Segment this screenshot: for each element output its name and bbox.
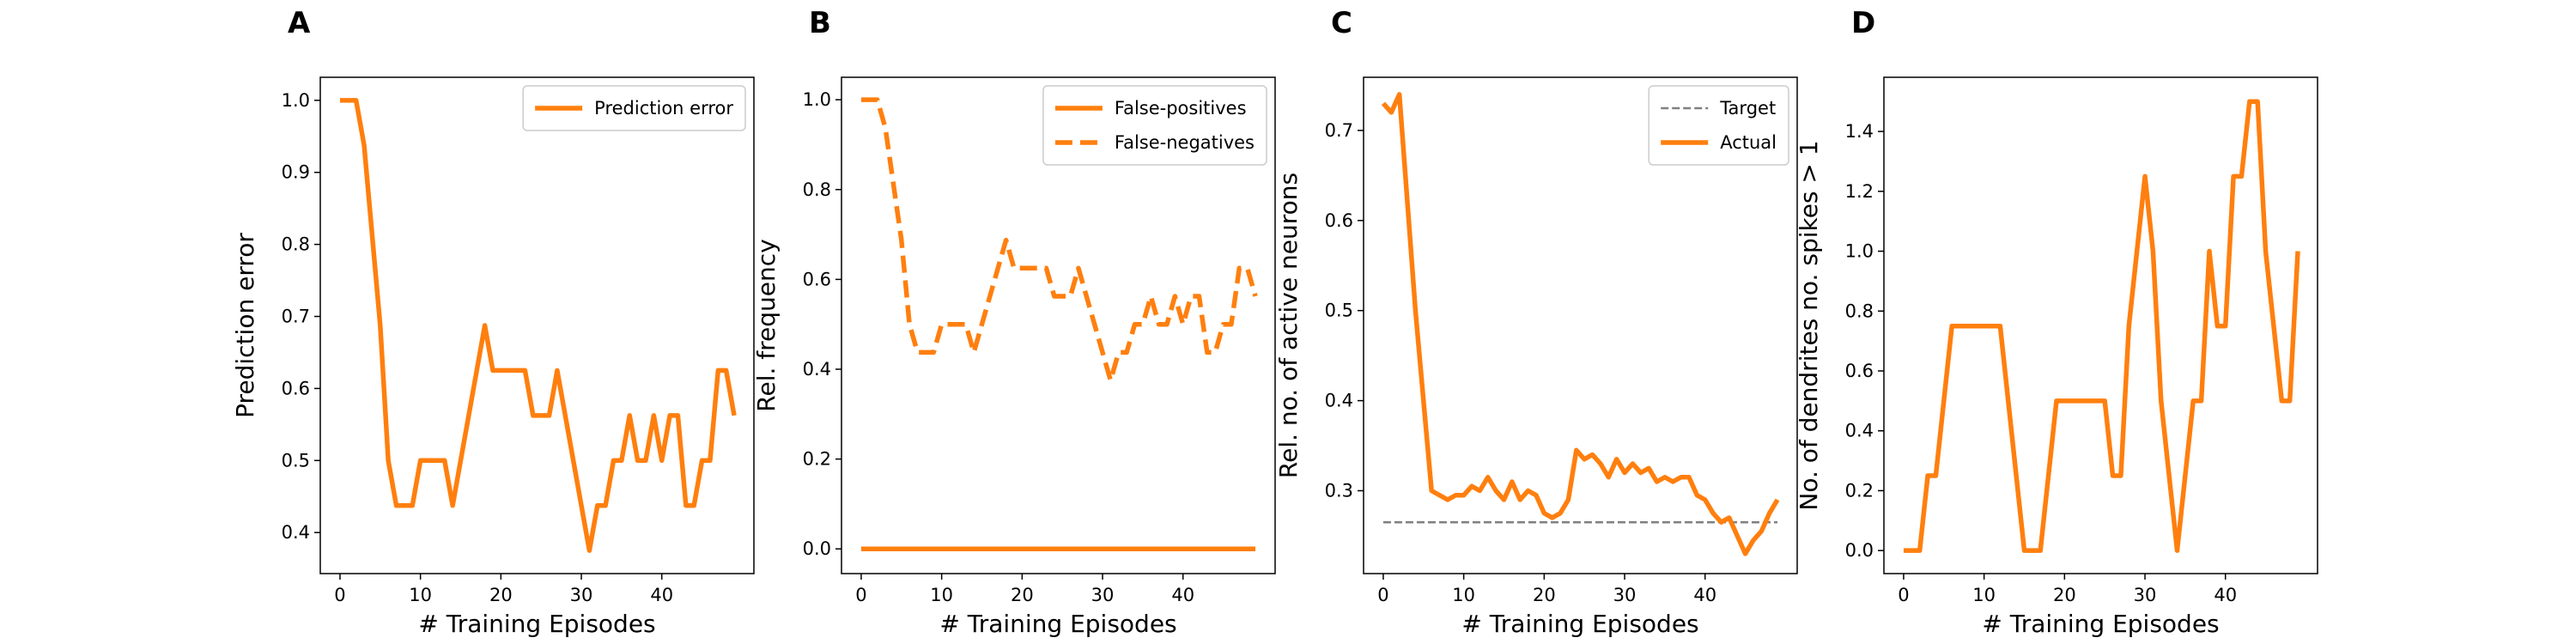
y-tick-label: 0.6 [282,378,310,398]
legend-frame [1648,85,1789,166]
plot-frame [1363,76,1798,574]
x-tick-label: 20 [489,585,513,605]
y-tick-label: 0.6 [803,269,831,289]
series-line [339,98,737,553]
x-tick-label: 10 [1972,585,1996,605]
panel: C 0 10 20 30 40 0.3 0.4 0.5 0.6 0.7 # Training Epis… [1274,6,1798,638]
x-tick-label: 40 [650,585,673,605]
panel-label: C [1331,6,1352,40]
y-axis-label: Rel. no. of active neurons [1274,173,1303,478]
y-tick-label: 0.5 [282,450,310,471]
y-tick-label: 0.7 [282,307,310,327]
x-tick-label: 30 [1613,585,1637,605]
y-tick-label: 1.2 [1845,181,1874,202]
panel-label: A [288,6,311,40]
x-tick-label: 20 [1533,585,1556,605]
legend: False-positives False-negatives [1042,85,1267,166]
panel: D 0 10 20 30 40 0.0 0.2 0.4 0.6 0.8 1.0 1.2 1.4 # Trai… [1795,6,2318,638]
legend-frame [522,85,746,131]
x-tick-label: 40 [2214,585,2237,605]
y-tick-label: 0.2 [803,449,831,470]
series-line [1903,99,2300,553]
y-axis-label: Rel. frequency [752,239,781,411]
x-tick-label: 10 [930,585,953,605]
x-tick-label: 10 [409,585,432,605]
x-tick-label: 0 [1898,585,1909,605]
series-line [1381,92,1780,556]
y-tick-label: 1.0 [1845,241,1874,262]
y-tick-label: 0.2 [1845,480,1874,501]
y-tick-label: 0.4 [803,359,831,380]
x-axis-label: # Training Episodes [1461,610,1698,638]
x-tick-label: 30 [2134,585,2157,605]
x-axis-label: # Training Episodes [939,610,1176,638]
y-tick-label: 1.4 [1845,121,1874,142]
x-tick-label: 30 [1091,585,1115,605]
legend-label: False-positives [1115,98,1247,118]
x-axis-label: # Training Episodes [418,610,655,638]
panel-label: B [809,6,831,40]
panel: B 0 10 20 30 40 0.0 0.2 0.4 0.6 0.8 1.0 # Training E… [752,6,1276,638]
legend-label: False-negatives [1115,132,1255,153]
y-axis-label: Prediction error [231,233,259,418]
y-tick-label: 0.0 [803,538,831,559]
y-tick-label: 0.4 [1325,391,1353,411]
y-tick-label: 0.6 [1845,361,1874,381]
y-tick-label: 0.0 [1845,540,1874,561]
y-tick-label: 0.6 [1325,210,1353,231]
panel: A 0 10 20 30 40 0.4 0.5 0.6 0.7 0.8 0.9 1.0 # Trainin… [231,6,755,638]
x-tick-label: 10 [1452,585,1475,605]
y-tick-label: 0.8 [803,179,831,200]
x-tick-label: 40 [1171,585,1194,605]
x-tick-label: 20 [2053,585,2076,605]
y-tick-label: 0.5 [1325,301,1353,321]
x-tick-label: 0 [334,585,345,605]
x-tick-label: 30 [570,585,593,605]
y-tick-label: 0.4 [1845,421,1874,441]
x-tick-label: 20 [1011,585,1034,605]
x-tick-label: 0 [855,585,866,605]
series-line [860,97,1258,383]
x-axis-label: # Training Episodes [1982,610,2219,638]
plot-frame [319,76,755,574]
plot-frame [841,76,1276,574]
legend: Target Actual [1648,85,1789,166]
legend-label: Actual [1720,132,1777,153]
legend-label: Target [1719,98,1776,118]
x-tick-label: 40 [1693,585,1716,605]
y-tick-label: 0.7 [1325,120,1353,141]
y-tick-label: 1.0 [803,89,831,110]
legend-frame [1042,85,1267,166]
y-axis-label: No. of dendrites no. spikes > 1 [1795,140,1823,510]
plot-frame [1883,76,2318,574]
legend-label: Prediction error [594,98,733,118]
panel-label: D [1851,6,1875,40]
y-tick-label: 0.4 [282,522,310,543]
y-tick-label: 0.8 [1845,301,1874,321]
y-tick-label: 0.8 [282,234,310,255]
legend: Prediction error [522,85,746,131]
x-tick-label: 0 [1377,585,1388,605]
y-tick-label: 0.3 [1325,480,1353,501]
y-tick-label: 1.0 [282,90,310,111]
y-tick-label: 0.9 [282,162,310,183]
